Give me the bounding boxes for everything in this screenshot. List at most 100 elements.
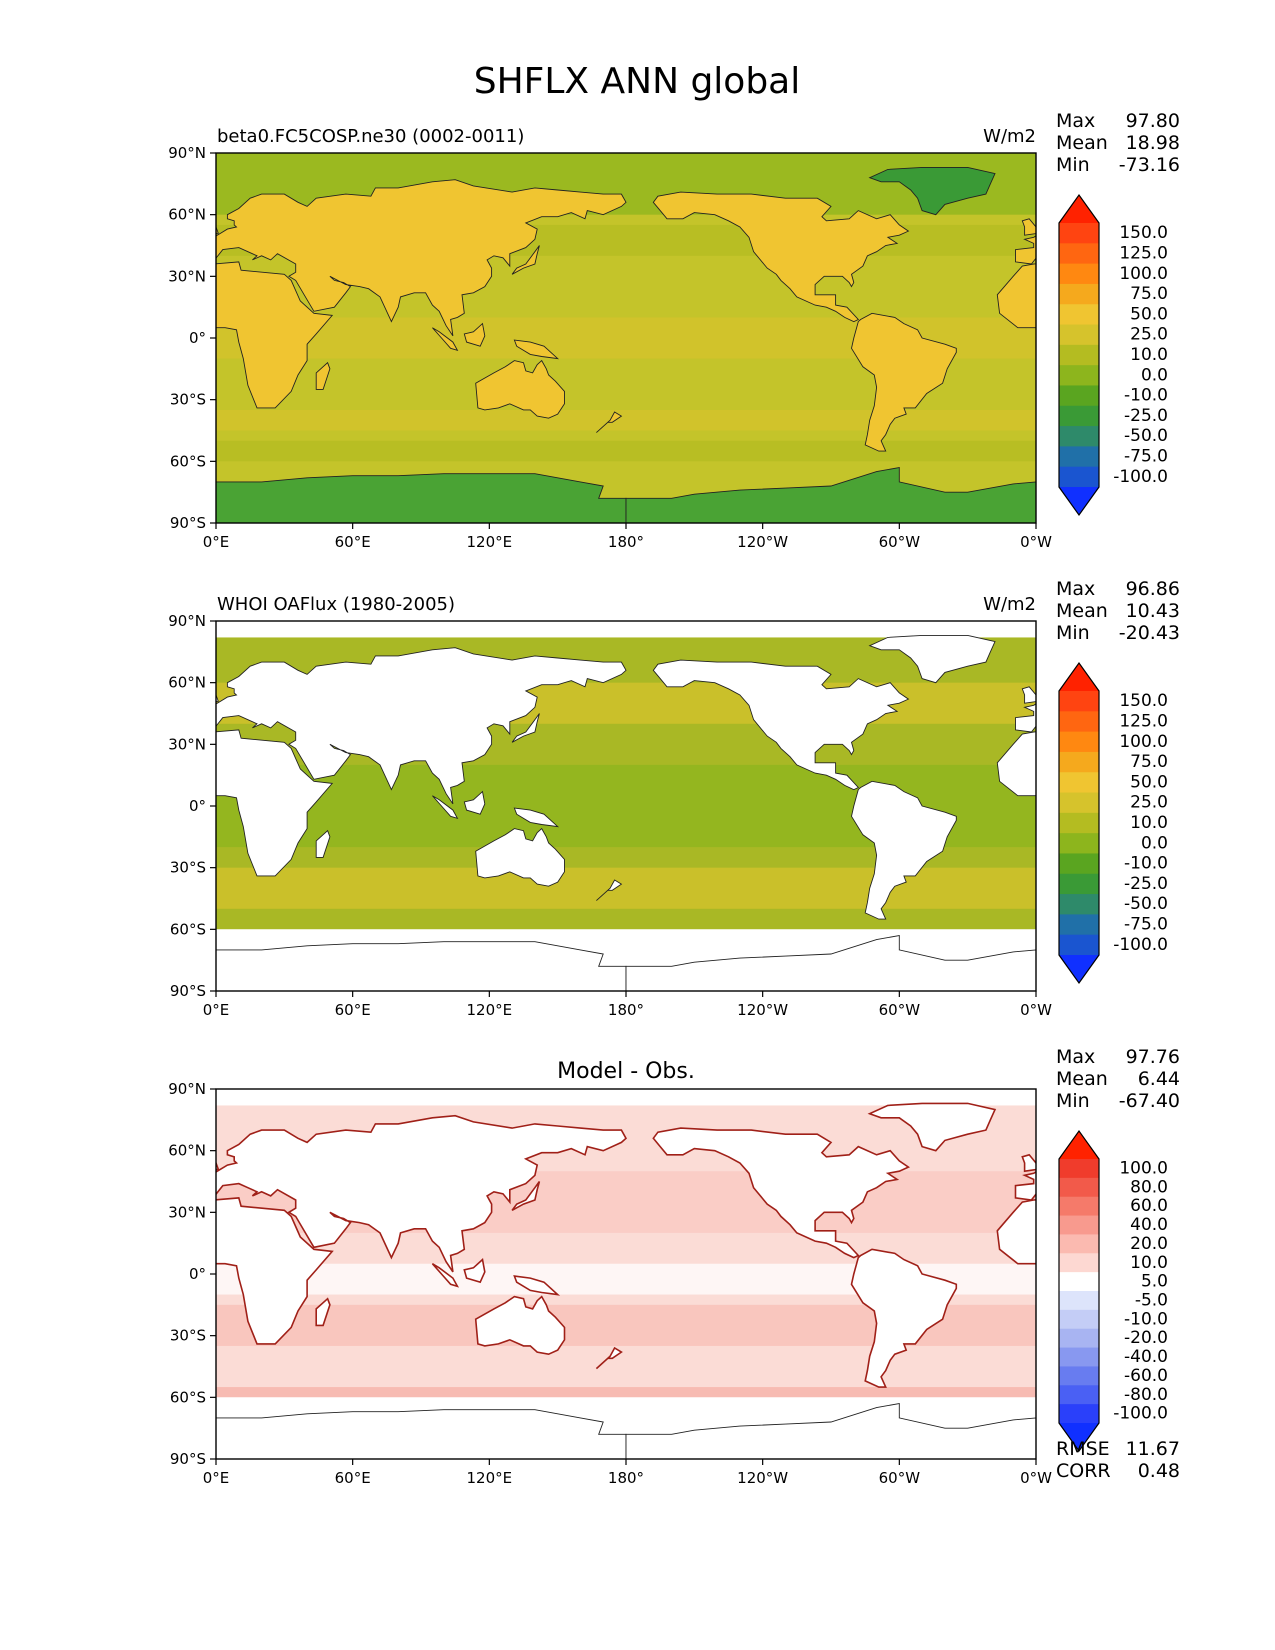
land-australia [474, 1295, 566, 1356]
colorbar-extend-max [1059, 195, 1099, 223]
colorbar-swatch [1059, 1404, 1099, 1424]
colorbar-tick-label: -100.0 [1113, 935, 1168, 955]
x-tick-label: 0°E [203, 533, 230, 551]
colorbar-swatch [1059, 1159, 1099, 1179]
colorbar-tick-label: -50.0 [1124, 894, 1168, 914]
y-tick-label: 90°S [170, 982, 206, 1000]
colorbar-swatch [1059, 446, 1099, 468]
stat-value: -73.16 [1119, 154, 1180, 176]
colorbar-swatch [1059, 1253, 1099, 1273]
colorbar-swatch [1059, 385, 1099, 407]
map-field [216, 1089, 1036, 1459]
land-eurasia-wrap [1015, 235, 1036, 265]
land-newZealand [596, 411, 623, 433]
x-tick-label: 120°E [467, 1469, 513, 1487]
colorbar-tick-label: -5.0 [1135, 1290, 1168, 1310]
land-eurasia [216, 1114, 628, 1273]
colorbar-swatch [1059, 1234, 1099, 1254]
colorbar-swatch [1059, 344, 1099, 366]
metric-label: RMSE [1056, 1438, 1110, 1460]
colorbar-tick-label: -20.0 [1124, 1328, 1168, 1348]
colorbar-outline [1058, 661, 1100, 985]
colorbar-tick-label: -50.0 [1124, 426, 1168, 446]
colorbar-swatch [1059, 1328, 1099, 1349]
colorbar-tick-label: 60.0 [1130, 1196, 1168, 1216]
land-japan [511, 245, 540, 275]
land-australia [475, 359, 565, 419]
map-panel-2: WHOI OAFlux (1980-2005) W/m2 0°E 60°E 120°E 1… [168, 578, 1180, 1019]
colorbar-swatch [1059, 1366, 1099, 1386]
colorbar-swatch [1059, 1385, 1099, 1405]
colorbar-swatch [1059, 283, 1099, 305]
x-tick-label: 0°W [1020, 1469, 1052, 1487]
colorbar-tick-label: 10.0 [1130, 1253, 1168, 1273]
colorbar-outline [1058, 193, 1100, 517]
y-tick-label: 90°N [168, 144, 206, 162]
colorbar-tick-label: 150.0 [1119, 691, 1168, 711]
colorbar-swatch [1059, 426, 1099, 447]
y-tick-label: 90°S [170, 514, 206, 532]
stat-value: -67.40 [1119, 1090, 1180, 1112]
map-panel-1: beta0.FC5COSP.ne30 (0002-0011) W/m2 0°E 60°… [168, 110, 1180, 551]
land-northAmerica [652, 1127, 911, 1259]
land-borneo [463, 322, 486, 347]
land-sumatra [431, 1263, 460, 1288]
panel-center-title: Model - Obs. [557, 1059, 695, 1084]
y-tick-label: 30°N [168, 1203, 206, 1221]
panel-units: W/m2 [983, 594, 1036, 615]
colorbar-tick-label: 20.0 [1130, 1234, 1168, 1254]
colorbar-swatch [1059, 365, 1099, 386]
colorbar-tick-label: 150.0 [1119, 223, 1168, 243]
colorbar-tick-label: 40.0 [1130, 1215, 1168, 1235]
colorbar-tick-label: 100.0 [1119, 732, 1168, 752]
colorbar-swatch [1059, 934, 1099, 956]
colorbar-swatch [1059, 853, 1099, 875]
land-africa-wrap [996, 731, 1036, 797]
y-tick-label: 30°S [170, 859, 206, 877]
field-band [216, 440, 1036, 462]
colorbar-tick-label: 80.0 [1130, 1177, 1168, 1197]
land-sumatra [432, 795, 459, 820]
land-africa [216, 261, 334, 409]
colorbar-swatch [1059, 812, 1099, 834]
colorbar-swatch [1059, 1291, 1099, 1311]
land-africa-wrap [996, 1199, 1036, 1265]
stat-label: Min [1056, 622, 1090, 644]
colorbar-tick-label: -100.0 [1113, 467, 1168, 487]
land-southAmerica [850, 1248, 958, 1388]
land-antarctica [216, 941, 627, 991]
land-antarctica [216, 1409, 627, 1459]
x-tick-label: 120°E [467, 1001, 513, 1019]
field-band [216, 1387, 1036, 1398]
colorbar-tick-label: 0.0 [1141, 833, 1168, 853]
stat-label: Mean [1056, 600, 1108, 622]
y-tick-label: 0° [189, 797, 206, 815]
colorbar-tick-label: -25.0 [1124, 406, 1168, 426]
x-tick-label: 120°W [737, 533, 788, 551]
land-sumatra [432, 327, 459, 352]
colorbar-extend-min [1059, 487, 1099, 515]
y-tick-label: 30°N [168, 735, 206, 753]
land-eurasia-wrap [1014, 1171, 1036, 1201]
panel-left-title: WHOI OAFlux (1980-2005) [217, 594, 455, 615]
colorbar-tick-label: -10.0 [1124, 854, 1168, 874]
colorbar-swatch [1059, 304, 1099, 326]
colorbar-swatch [1059, 914, 1099, 936]
land-australia [475, 827, 565, 887]
land-africa [216, 729, 334, 877]
y-tick-label: 90°N [168, 1080, 206, 1098]
colorbar-tick-label: -100.0 [1113, 1404, 1168, 1424]
y-tick-label: 60°S [170, 1388, 206, 1406]
y-tick-label: 60°S [170, 452, 206, 470]
colorbar-tick-label: 75.0 [1130, 284, 1168, 304]
colorbar-swatch [1059, 263, 1099, 285]
stat-value: 18.98 [1126, 132, 1180, 154]
colorbar-swatch [1059, 833, 1099, 854]
stat-label: Max [1056, 1046, 1095, 1068]
x-tick-label: 180° [608, 533, 644, 551]
y-tick-label: 0° [189, 1265, 206, 1283]
land-southAmerica [851, 780, 957, 920]
x-tick-label: 0°W [1020, 533, 1052, 551]
map-panel-3: Model - Obs. 0°E 60°E 120°E 180° 120°W 60°W 0°W… [168, 1046, 1180, 1487]
stat-value: -20.43 [1119, 622, 1180, 644]
